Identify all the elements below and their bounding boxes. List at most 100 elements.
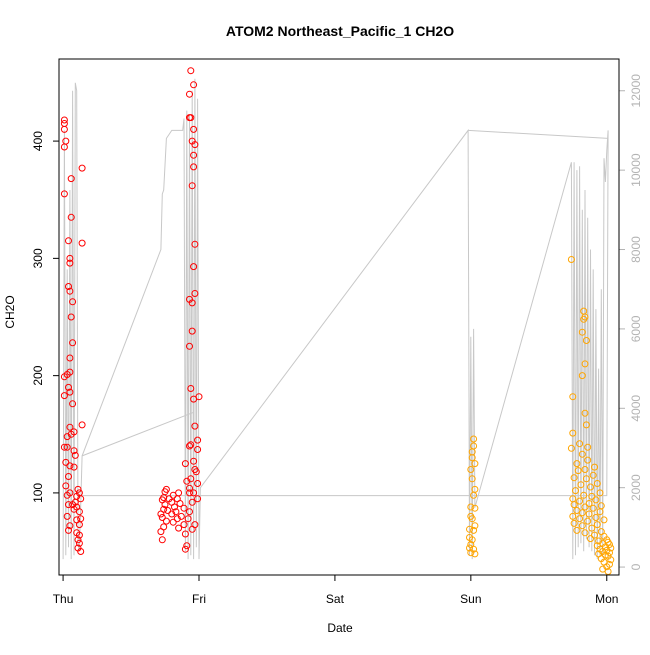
data-point bbox=[66, 354, 74, 362]
data-point bbox=[587, 535, 594, 543]
data-point bbox=[67, 175, 75, 183]
data-point bbox=[169, 491, 177, 499]
data-point bbox=[188, 182, 196, 190]
chart-title: ATOM2 Northeast_Pacific_1 CH2O bbox=[226, 23, 454, 39]
data-point bbox=[584, 456, 592, 464]
data-point bbox=[576, 515, 584, 523]
data-point bbox=[161, 501, 169, 509]
x-tick-label: Fri bbox=[192, 592, 206, 606]
data-point bbox=[188, 498, 196, 506]
data-point bbox=[589, 471, 597, 479]
data-point bbox=[585, 500, 593, 507]
data-point bbox=[66, 522, 74, 530]
data-point bbox=[581, 409, 589, 417]
data-point bbox=[65, 383, 72, 391]
data-point bbox=[190, 151, 198, 159]
data-point bbox=[60, 116, 68, 124]
data-point bbox=[468, 536, 476, 544]
data-point bbox=[588, 492, 596, 500]
data-point bbox=[187, 114, 195, 122]
data-point bbox=[190, 395, 198, 403]
data-point bbox=[157, 528, 165, 536]
data-point bbox=[66, 254, 74, 262]
left-tick-label: 400 bbox=[31, 131, 45, 151]
data-point bbox=[188, 327, 196, 335]
data-point bbox=[60, 190, 68, 198]
data-point bbox=[60, 143, 68, 151]
data-point bbox=[77, 495, 85, 503]
data-point bbox=[569, 429, 577, 437]
data-point bbox=[574, 467, 582, 475]
data-point bbox=[62, 458, 70, 466]
data-point bbox=[470, 526, 478, 534]
data-point bbox=[186, 442, 193, 450]
data-point bbox=[470, 435, 478, 443]
data-point bbox=[582, 421, 590, 429]
data-point bbox=[190, 457, 198, 465]
data-point bbox=[75, 531, 83, 539]
data-point bbox=[592, 496, 600, 504]
data-point bbox=[71, 451, 79, 459]
point-layer bbox=[60, 67, 615, 575]
data-point bbox=[470, 491, 478, 499]
data-point bbox=[173, 515, 181, 523]
x-tick-label: Sat bbox=[326, 592, 345, 606]
data-point bbox=[74, 536, 82, 544]
left-tick-label: 200 bbox=[31, 365, 45, 385]
data-point bbox=[74, 485, 82, 493]
y-axis-label: CH2O bbox=[3, 295, 17, 328]
data-point bbox=[581, 529, 589, 537]
data-point bbox=[467, 466, 475, 473]
right-axis: 0 2000 4000 6000 8000 10000 12000 bbox=[618, 74, 643, 570]
data-point bbox=[577, 481, 585, 489]
data-point bbox=[177, 512, 185, 520]
data-point bbox=[69, 298, 77, 306]
data-point bbox=[162, 517, 170, 525]
data-point bbox=[582, 337, 590, 344]
data-point bbox=[184, 515, 192, 523]
data-point bbox=[603, 563, 611, 571]
data-point bbox=[592, 514, 600, 521]
data-point bbox=[580, 491, 588, 499]
data-point bbox=[186, 508, 193, 516]
data-point bbox=[63, 512, 71, 520]
data-point bbox=[66, 388, 74, 396]
x-tick-label: Thu bbox=[53, 592, 74, 606]
data-point bbox=[194, 446, 202, 453]
data-point bbox=[78, 164, 86, 172]
data-point bbox=[190, 125, 198, 133]
data-point bbox=[69, 400, 77, 408]
data-point bbox=[581, 466, 589, 473]
data-point bbox=[181, 545, 189, 553]
data-point bbox=[578, 522, 586, 530]
data-point bbox=[62, 482, 70, 490]
data-point bbox=[596, 489, 604, 497]
data-point bbox=[194, 495, 202, 503]
data-point bbox=[578, 509, 586, 517]
data-point bbox=[176, 500, 184, 507]
data-point bbox=[468, 475, 476, 483]
data-point bbox=[65, 526, 72, 534]
data-point bbox=[65, 501, 72, 509]
data-point bbox=[70, 463, 78, 471]
data-point bbox=[581, 360, 589, 368]
data-point bbox=[576, 440, 584, 448]
data-point bbox=[75, 521, 83, 529]
right-tick-label: 12000 bbox=[629, 74, 643, 108]
data-point bbox=[158, 514, 166, 521]
right-tick-label: 8000 bbox=[629, 236, 643, 263]
data-point bbox=[569, 512, 577, 520]
data-point bbox=[580, 315, 588, 323]
data-point bbox=[190, 163, 198, 171]
data-point bbox=[158, 536, 166, 544]
data-point bbox=[585, 510, 593, 518]
data-point bbox=[65, 473, 72, 480]
data-point bbox=[63, 433, 71, 441]
data-point bbox=[183, 477, 191, 485]
data-point bbox=[578, 328, 586, 336]
data-point bbox=[70, 447, 78, 455]
data-point bbox=[186, 489, 193, 497]
data-point bbox=[66, 259, 74, 267]
